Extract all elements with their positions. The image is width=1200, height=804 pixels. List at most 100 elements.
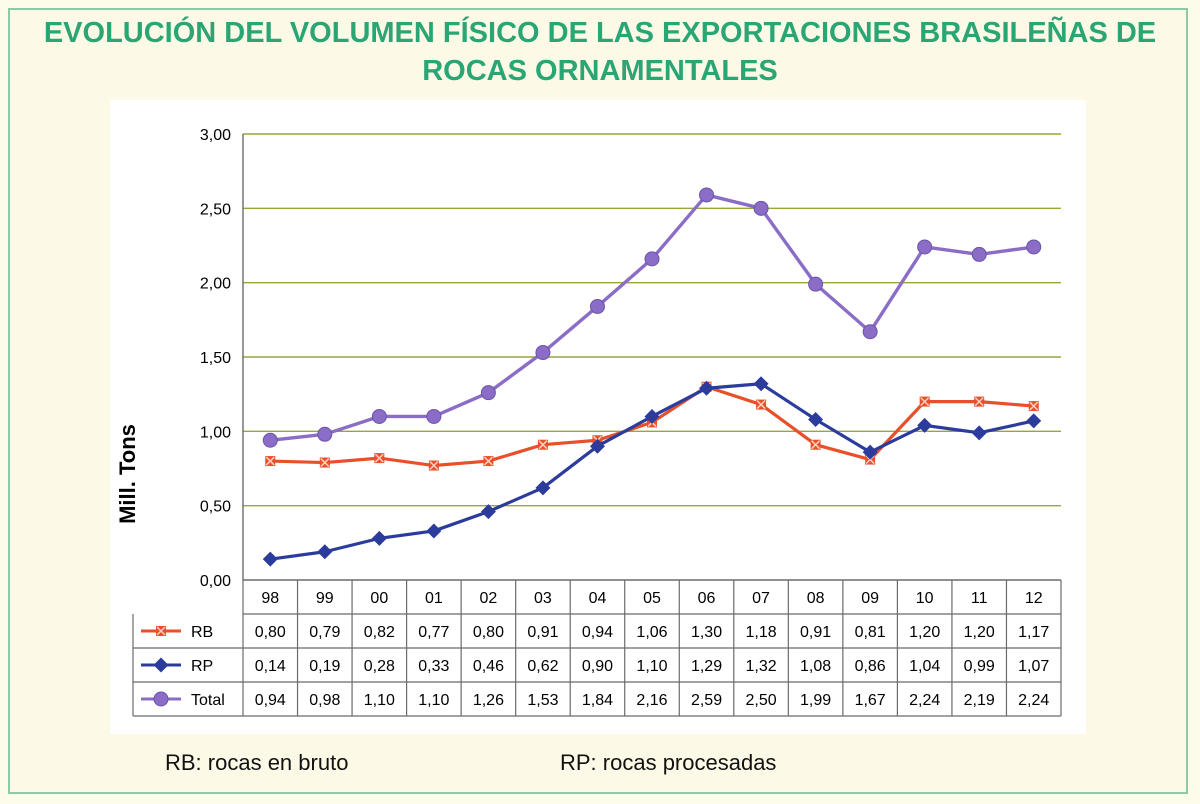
x-tick-label: 00 <box>370 590 388 607</box>
legend-key-marker-total <box>153 691 169 707</box>
point-rp <box>426 523 442 539</box>
x-tick-label: 06 <box>698 590 716 607</box>
point-total <box>480 385 496 401</box>
point-rb-cross <box>483 456 493 466</box>
point-rb-cross <box>320 458 330 468</box>
data-label-rp: 0,62 <box>527 658 558 675</box>
data-label-total: 1,99 <box>800 692 831 709</box>
point-rp <box>262 551 278 567</box>
x-tick-label: 04 <box>589 590 607 607</box>
chart-title-line-2: ROCAS ORNAMENTALES <box>422 55 778 87</box>
data-label-rp: 0,19 <box>309 658 340 675</box>
y-tick-label: 0,50 <box>200 499 231 516</box>
x-tick-label: 02 <box>480 590 498 607</box>
legend-label-rb: RB <box>191 624 213 641</box>
point-rp <box>862 444 878 460</box>
x-tick-label: 10 <box>916 590 934 607</box>
x-tick-label: 03 <box>534 590 552 607</box>
data-label-total: 2,24 <box>909 692 940 709</box>
data-label-rp: 0,14 <box>255 658 286 675</box>
x-tick-label: 12 <box>1025 590 1043 607</box>
data-label-total: 1,10 <box>364 692 395 709</box>
y-tick-label: 0,00 <box>200 573 231 590</box>
data-label-rb: 1,30 <box>691 624 722 641</box>
data-label-rb: 1,17 <box>1018 624 1049 641</box>
x-tick-label: 01 <box>425 590 443 607</box>
point-rp <box>971 425 987 441</box>
point-total <box>699 187 715 203</box>
point-rb-cross <box>374 453 384 463</box>
point-total <box>371 408 387 424</box>
point-total <box>862 324 878 340</box>
legend-key-marker-rp <box>153 657 169 673</box>
data-label-rp: 0,90 <box>582 658 613 675</box>
data-label-rp: 0,33 <box>418 658 449 675</box>
data-label-rb: 0,91 <box>527 624 558 641</box>
data-label-rp: 1,29 <box>691 658 722 675</box>
point-rp <box>644 408 660 424</box>
legend-label-total: Total <box>191 692 225 709</box>
data-label-total: 2,50 <box>745 692 776 709</box>
data-label-rp: 1,32 <box>745 658 776 675</box>
data-label-total: 2,16 <box>636 692 667 709</box>
x-tick-label: 11 <box>971 590 988 607</box>
point-total <box>917 239 933 255</box>
point-rb-cross <box>1029 401 1039 411</box>
data-label-total: 0,98 <box>309 692 340 709</box>
data-label-rb: 0,82 <box>364 624 395 641</box>
data-label-rb: 0,79 <box>309 624 340 641</box>
data-label-rp: 1,04 <box>909 658 940 675</box>
data-label-rb: 1,20 <box>964 624 995 641</box>
legend-label-rp: RP <box>191 658 213 675</box>
point-total <box>262 432 278 448</box>
data-label-rp: 1,07 <box>1018 658 1049 675</box>
x-tick-label: 99 <box>316 590 334 607</box>
point-total <box>808 276 824 292</box>
point-rb-cross <box>974 397 984 407</box>
data-label-rb: 0,80 <box>473 624 504 641</box>
point-rp <box>317 544 333 560</box>
data-label-rb: 0,77 <box>418 624 449 641</box>
y-tick-label: 2,00 <box>200 276 231 293</box>
data-label-rp: 0,86 <box>855 658 886 675</box>
y-tick-label: 2,50 <box>200 201 231 218</box>
point-rp <box>1026 413 1042 429</box>
point-total <box>753 200 769 216</box>
point-rp <box>480 504 496 520</box>
point-rp <box>808 411 824 427</box>
point-total <box>971 246 987 262</box>
point-rp <box>589 438 605 454</box>
point-rb-cross <box>756 400 766 410</box>
data-label-total: 1,84 <box>582 692 613 709</box>
data-label-total: 2,19 <box>964 692 995 709</box>
data-label-rp: 0,99 <box>964 658 995 675</box>
plot-panel <box>110 100 1086 734</box>
series-line-total <box>270 193 1034 442</box>
point-total <box>426 408 442 424</box>
data-label-total: 2,24 <box>1018 692 1049 709</box>
x-tick-label: 07 <box>752 590 770 607</box>
point-rp <box>917 417 933 433</box>
point-rp <box>753 376 769 392</box>
data-label-rb: 1,18 <box>745 624 776 641</box>
legend-key-marker-rb-cross <box>156 626 166 636</box>
point-rp <box>699 380 715 396</box>
data-label-rb: 1,06 <box>636 624 667 641</box>
data-label-total: 1,67 <box>855 692 886 709</box>
data-label-rp: 1,08 <box>800 658 831 675</box>
x-tick-label: 05 <box>643 590 661 607</box>
data-label-rb: 0,91 <box>800 624 831 641</box>
data-label-rp: 0,46 <box>473 658 504 675</box>
data-label-total: 1,10 <box>418 692 449 709</box>
point-total <box>589 298 605 314</box>
point-total <box>535 345 551 361</box>
chart-title: EVOLUCIÓN DEL VOLUMEN FÍSICO DE LAS EXPO… <box>0 14 1200 90</box>
footnote-rp: RP: rocas procesadas <box>560 750 777 775</box>
point-rb-cross <box>920 397 930 407</box>
point-rp <box>535 480 551 496</box>
data-label-total: 0,94 <box>255 692 286 709</box>
chart-title-line-1: EVOLUCIÓN DEL VOLUMEN FÍSICO DE LAS EXPO… <box>43 17 1157 49</box>
data-label-total: 1,26 <box>473 692 504 709</box>
x-tick-label: 98 <box>261 590 279 607</box>
